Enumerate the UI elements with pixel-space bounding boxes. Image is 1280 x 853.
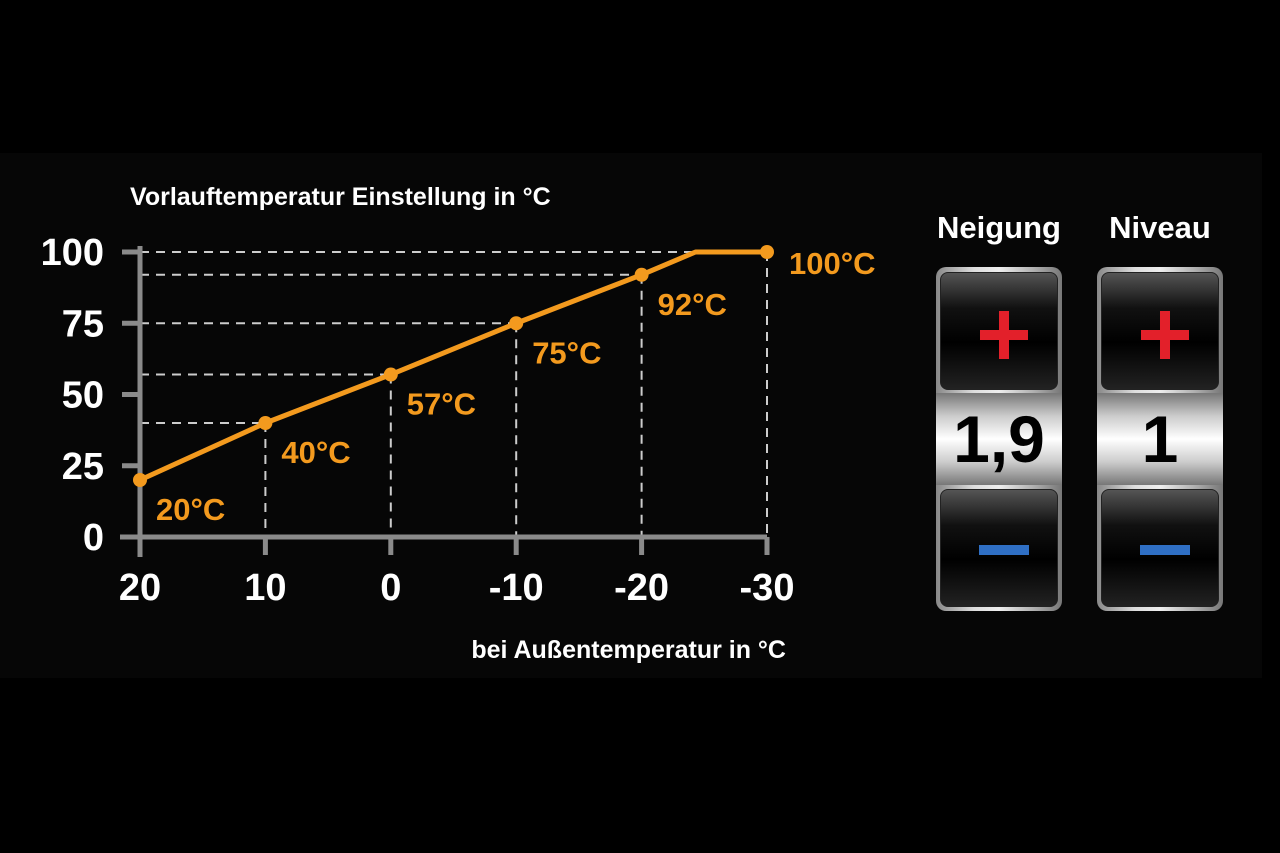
chart-title: Vorlauftemperatur Einstellung in °C	[130, 183, 551, 211]
x-axis-label: bei Außentemperatur in °C	[471, 636, 786, 664]
niveau-stepper: 1	[1097, 267, 1223, 611]
niveau-plus-button[interactable]	[1101, 272, 1219, 390]
niveau-minus-button[interactable]	[1101, 489, 1219, 607]
niveau-title: Niveau	[1109, 210, 1211, 245]
data-point	[383, 367, 398, 382]
point-label: 57°C	[407, 387, 476, 422]
data-point	[258, 416, 273, 430]
y-tick-label: 75	[62, 303, 104, 345]
neigung-stepper: 1,9	[936, 267, 1062, 611]
x-tick-label: -20	[614, 567, 669, 609]
plus-icon	[1141, 311, 1189, 359]
data-point	[760, 245, 774, 259]
minus-icon	[1140, 545, 1190, 555]
point-label: 100°C	[789, 246, 876, 281]
point-label: 92°C	[658, 287, 727, 322]
point-label: 75°C	[532, 335, 601, 370]
y-tick-label: 100	[41, 232, 104, 274]
neigung-title: Neigung	[937, 210, 1061, 245]
data-point	[133, 473, 147, 487]
point-label: 20°C	[156, 492, 225, 527]
neigung-plus-button[interactable]	[940, 272, 1058, 390]
niveau-value: 1	[1097, 393, 1223, 485]
x-tick-label: -30	[740, 567, 795, 609]
y-tick-label: 25	[62, 446, 104, 488]
y-tick-label: 50	[62, 375, 104, 417]
neigung-value: 1,9	[936, 393, 1062, 485]
neigung-minus-button[interactable]	[940, 489, 1058, 607]
data-point	[509, 316, 524, 331]
y-tick-label: 0	[83, 517, 104, 559]
x-tick-label: 10	[244, 567, 286, 609]
minus-icon	[979, 545, 1029, 555]
x-tick-label: 0	[380, 567, 401, 609]
x-tick-label: 20	[119, 567, 161, 609]
point-label: 40°C	[281, 435, 350, 470]
plus-icon	[980, 311, 1028, 359]
data-point	[634, 267, 649, 282]
x-tick-label: -10	[489, 567, 544, 609]
